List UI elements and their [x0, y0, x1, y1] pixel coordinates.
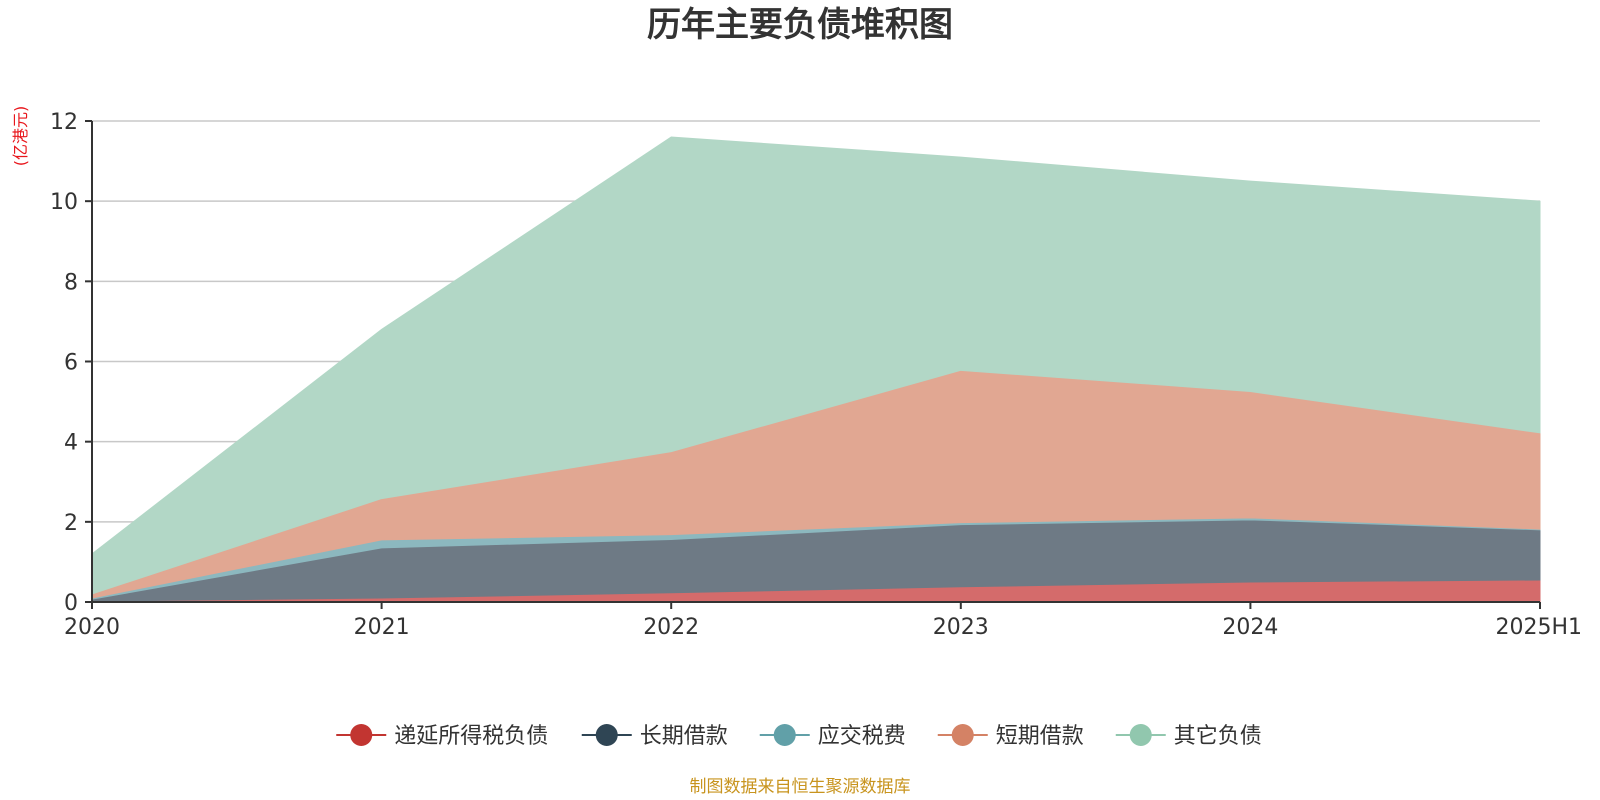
- y-tick-label-2: 4: [64, 431, 78, 456]
- legend[interactable]: 递延所得税负债 长期借款 应交税费 短期借款 其它负债: [336, 724, 1262, 749]
- legend-item-3[interactable]: 短期借款: [937, 724, 1084, 749]
- x-tick-label-3: 2023: [933, 615, 989, 640]
- x-tick-label-1: 2021: [354, 615, 410, 640]
- legend-item-4[interactable]: 其它负债: [1115, 724, 1262, 749]
- legend-item-0[interactable]: 递延所得税负债: [336, 724, 548, 749]
- legend-marker-2: [773, 724, 796, 746]
- axes: [85, 120, 1541, 609]
- y-tick-label-1: 2: [64, 511, 78, 536]
- y-axis-unit-label: (亿港元): [11, 106, 30, 167]
- chart-title: 历年主要负债堆积图: [647, 5, 953, 45]
- y-tick-label-6: 12: [50, 110, 78, 135]
- legend-marker-1: [595, 724, 618, 746]
- x-tick-labels: 2020 2021 2022 2023 2024 2025H1: [64, 615, 1582, 640]
- y-tick-labels: 0 2 4 6 8 10 12: [50, 110, 78, 616]
- legend-marker-4: [1129, 724, 1152, 746]
- legend-label-0: 递延所得税负债: [394, 724, 548, 749]
- legend-marker-0: [350, 724, 373, 746]
- x-tick-label-5: 2025H1: [1495, 615, 1582, 640]
- y-tick-label-5: 10: [50, 190, 78, 215]
- area-series-group: [91, 136, 1541, 603]
- x-tick-label-0: 2020: [64, 615, 120, 640]
- source-note: 制图数据来自恒生聚源数据库: [690, 777, 911, 797]
- legend-label-2: 应交税费: [818, 724, 906, 749]
- legend-label-4: 其它负债: [1174, 724, 1262, 749]
- y-tick-label-3: 6: [64, 351, 78, 376]
- x-tick-label-4: 2024: [1222, 615, 1278, 640]
- legend-item-1[interactable]: 长期借款: [581, 724, 728, 749]
- y-tick-label-0: 0: [64, 591, 78, 616]
- legend-marker-3: [951, 724, 974, 746]
- legend-label-3: 短期借款: [996, 724, 1084, 749]
- y-tick-label-4: 8: [64, 270, 78, 295]
- legend-label-1: 长期借款: [640, 724, 728, 749]
- legend-item-2[interactable]: 应交税费: [759, 724, 906, 749]
- area-series-4: [91, 136, 1541, 595]
- x-tick-label-2: 2022: [643, 615, 699, 640]
